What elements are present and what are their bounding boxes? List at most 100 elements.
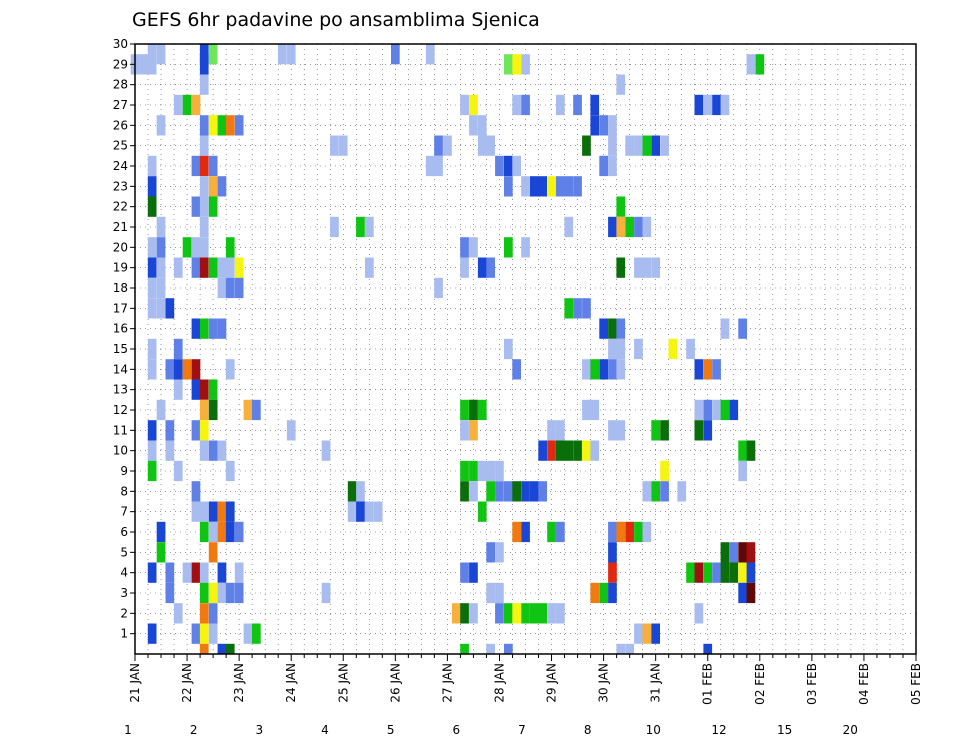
y-tick-label: 25 [113,139,128,153]
heatmap-cell [208,603,218,624]
heatmap-cell [694,603,704,624]
colorbar-label: 4 [321,723,329,737]
heatmap-cell [616,420,626,441]
y-tick-label: 12 [113,403,128,417]
heatmap-cell [469,562,478,583]
heatmap-cell [738,440,747,461]
heatmap-cell [608,216,617,238]
heatmap-cell [469,237,478,258]
heatmap-cell [147,420,157,441]
colorbar-label: 12 [711,723,726,737]
x-tick-label: 26 JAN [388,663,402,703]
heatmap-cell [173,460,183,482]
x-tick-label: 24 JAN [284,663,298,703]
heatmap-cell [582,298,591,319]
heatmap-cell [208,623,218,644]
heatmap-cell [703,420,713,441]
heatmap-cell [156,521,166,543]
heatmap-cell [208,399,218,421]
heatmap-cell [608,582,617,604]
heatmap-cell [660,135,669,156]
heatmap-cell [469,460,478,482]
heatmap-cell [677,481,687,502]
heatmap-cell [608,338,617,360]
heatmap-cell [547,521,556,543]
heatmap-cell [460,94,469,116]
y-tick-label: 7 [120,505,128,519]
heatmap-cell [217,562,227,583]
heatmap-cell [547,420,556,441]
heatmap-cell [590,582,600,604]
heatmap-cell [286,420,296,441]
heatmap-cell [199,216,209,238]
heatmap-cell [165,420,175,441]
heatmap-cell [147,562,157,583]
heatmap-cell [191,379,201,400]
y-tick-label: 28 [113,78,128,92]
heatmap-cell [634,257,643,278]
heatmap-cell [477,135,487,156]
heatmap-cell [521,521,530,543]
heatmap-cell [469,481,478,502]
heatmap-cell [199,176,209,197]
heatmap-cell [156,277,166,299]
heatmap-cell [199,54,209,75]
heatmap-cell [616,359,626,380]
heatmap-cell [208,115,218,136]
heatmap-cell [634,338,643,360]
heatmap-cell [729,542,739,563]
heatmap-cell [573,298,582,319]
heatmap-cell [225,277,235,299]
heatmap-cell [573,440,582,461]
x-tick-label: 28 JAN [492,663,506,703]
x-tick-label: 30 JAN [597,663,611,703]
heatmap-cell [616,257,626,278]
heatmap-cell [217,176,227,197]
heatmap-cell [668,338,678,360]
heatmap-cell [538,481,547,502]
heatmap-cell [547,603,556,624]
colorbar-legend: 1 2 3 4 5 6 7 8 10 12 15 20 [124,723,858,737]
heatmap-cell [199,501,209,522]
heatmap-cell [608,562,617,583]
heatmap-cell [530,481,539,502]
heatmap-cell [156,399,166,421]
y-tick-label: 22 [113,200,128,214]
heatmap-cell [156,257,166,278]
heatmap-cell [469,94,478,116]
heatmap-cell [564,298,574,319]
heatmap-cell [599,318,608,339]
colorbar-label: 1 [124,723,132,737]
heatmap-cell [191,196,201,217]
y-tick-label: 3 [120,586,128,600]
heatmap-cell [199,44,209,65]
heatmap-cell [208,440,218,461]
heatmap-cell [564,216,574,238]
heatmap-cell [156,542,166,563]
colorbar-label: 8 [584,723,592,737]
heatmap-cell [208,257,218,278]
heatmap-cell [720,542,730,563]
y-tick-label: 13 [113,383,128,397]
heatmap-cell [208,176,218,197]
heatmap-cell [356,216,365,238]
heatmap-cell [651,481,660,502]
heatmap-cell [599,582,608,604]
y-tick-label: 15 [113,342,128,356]
x-tick-label: 21 JAN [128,663,142,703]
heatmap-cell [694,562,704,583]
heatmap-cell [625,643,634,654]
heatmap-cell [712,94,721,116]
heatmap-cell [634,135,643,156]
y-tick-label: 5 [120,545,128,559]
x-tick-label: 29 JAN [545,663,559,703]
heatmap-cell [165,582,175,604]
heatmap-cell [365,216,374,238]
heatmap-cell [391,44,400,65]
heatmap-cell [477,460,487,482]
heatmap-cell [556,176,565,197]
heatmap-cell [495,460,504,482]
heatmap-cell [451,603,461,624]
heatmap-cell [365,501,374,522]
